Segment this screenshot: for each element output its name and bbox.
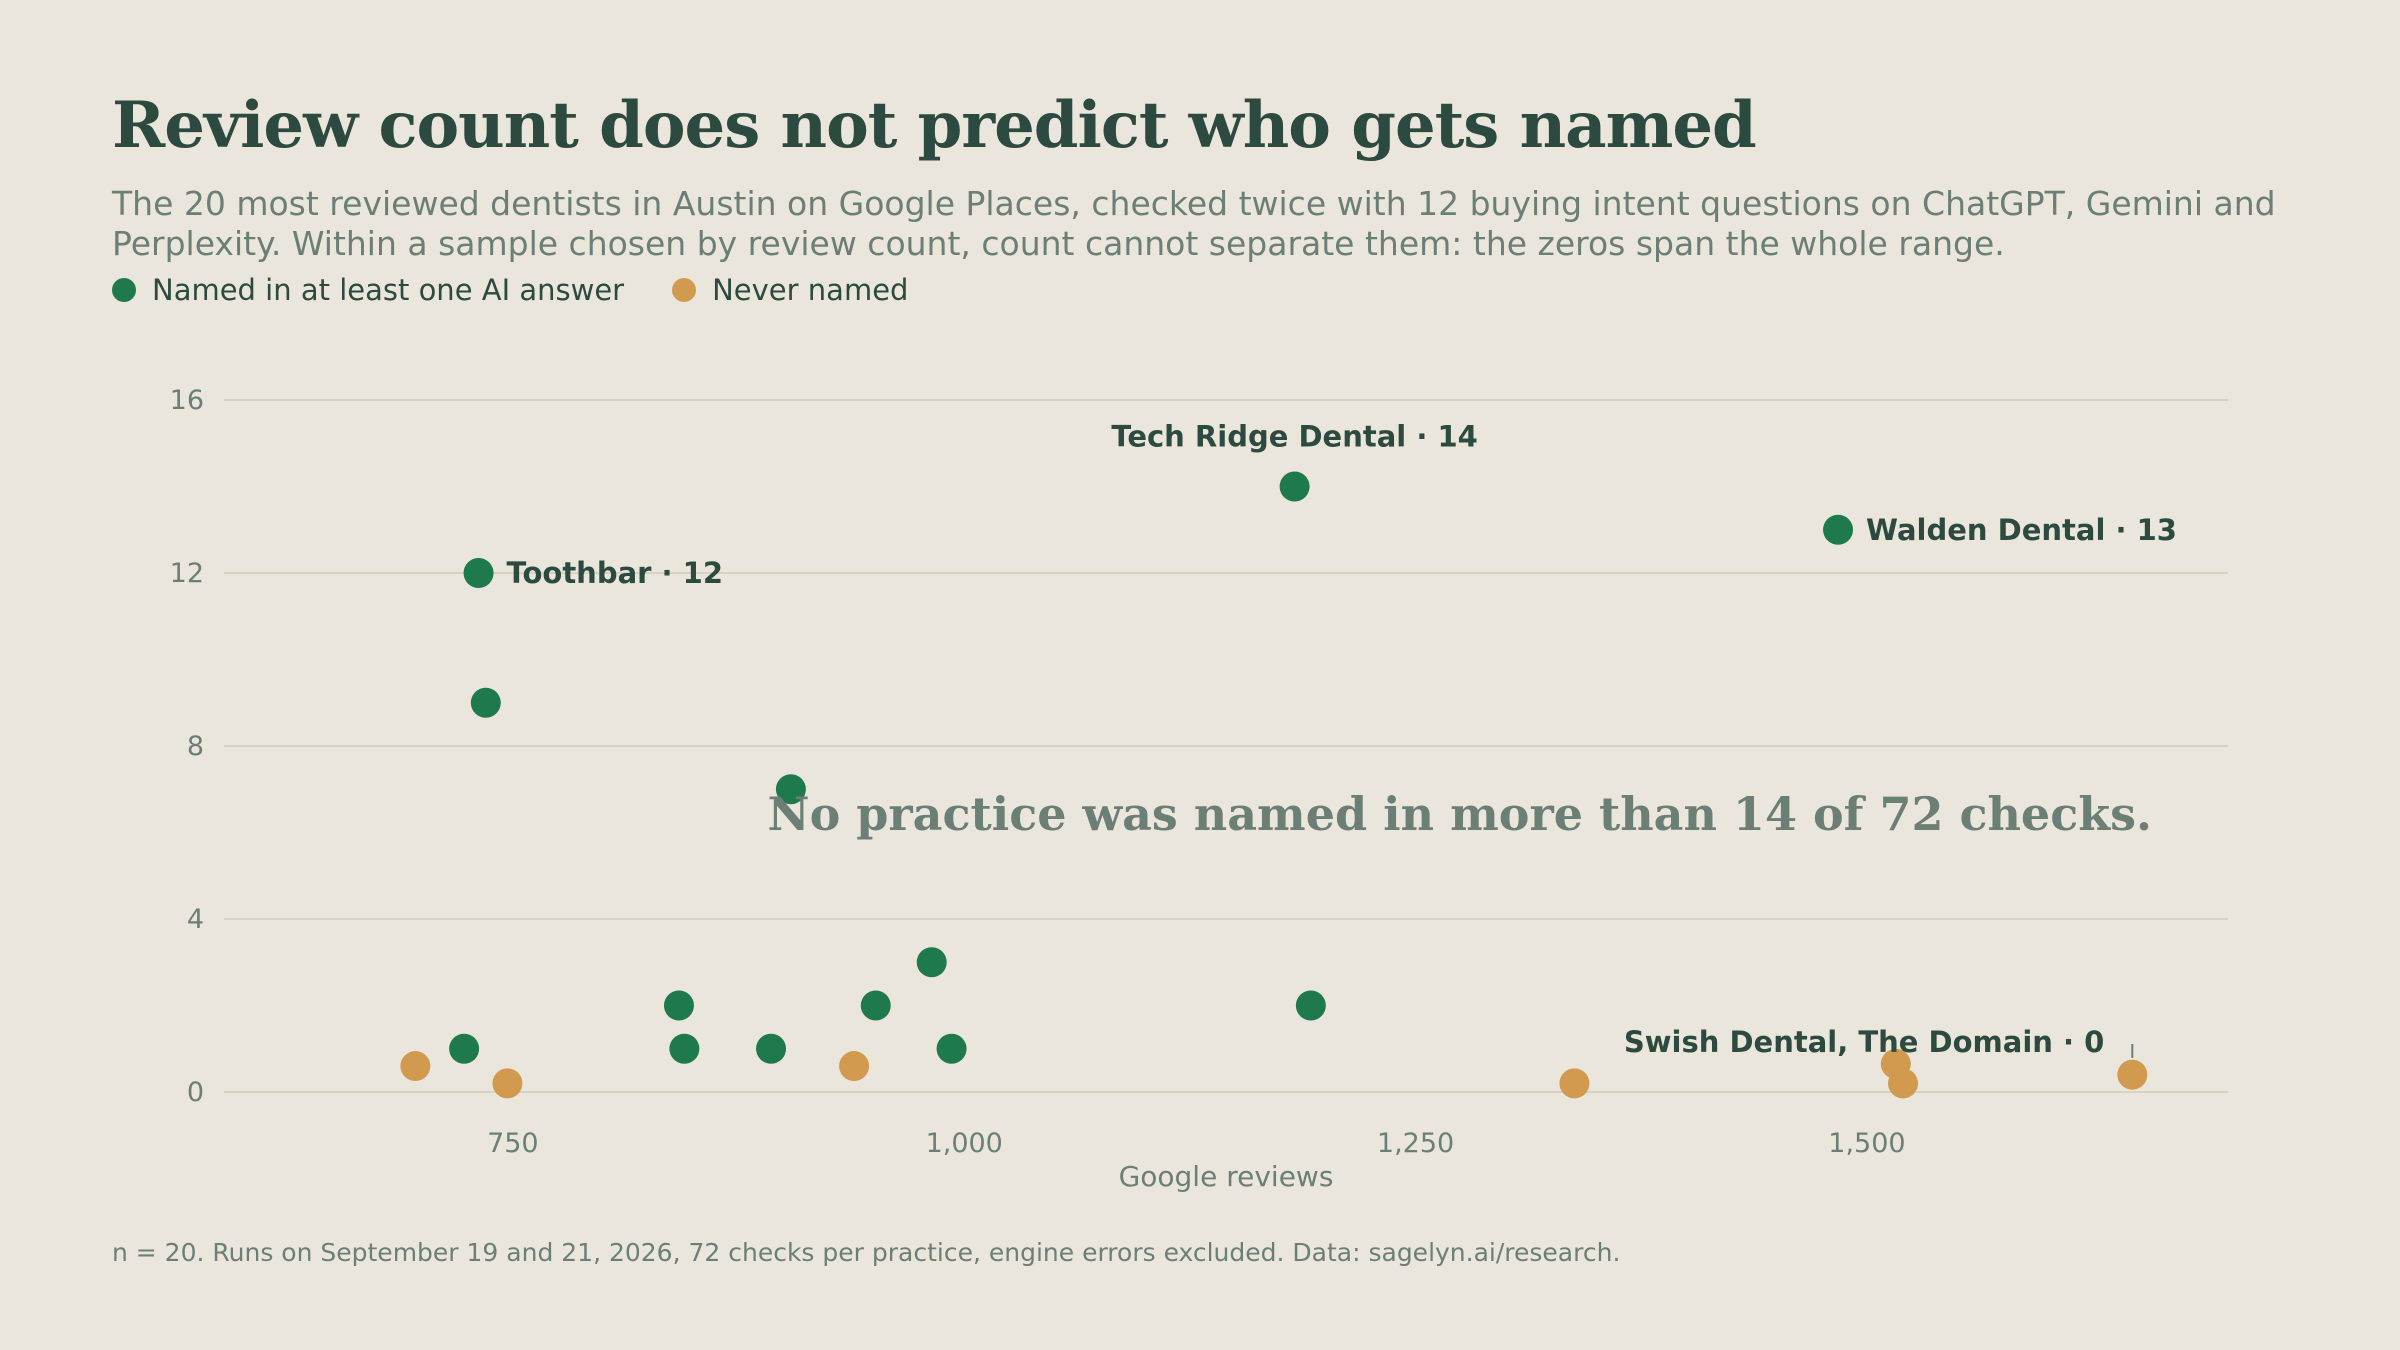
named-point: [463, 558, 494, 588]
y-tick-label: 12: [170, 558, 204, 589]
point-labels: Tech Ridge Dental · 14 Walden Dental · 13…: [507, 420, 2177, 1060]
footnote: n = 20. Runs on September 19 and 21, 202…: [112, 1238, 1621, 1267]
never-named-point: [839, 1051, 870, 1082]
y-tick-label: 4: [187, 904, 204, 935]
never-named-point: [1888, 1068, 1919, 1099]
point-label: Swish Dental, The Domain · 0: [1624, 1025, 2104, 1059]
named-point: [1295, 990, 1326, 1021]
never-named-point: [1559, 1068, 1590, 1099]
named-point: [1823, 514, 1854, 545]
x-axis-label: Google reviews: [1119, 1160, 1334, 1193]
never-named-point: [492, 1068, 523, 1099]
named-point: [756, 1033, 787, 1064]
data-points: [400, 471, 2148, 1099]
named-point: [936, 1033, 967, 1064]
legend-label-named: Named in at least one AI answer: [152, 273, 625, 307]
legend-label-never: Never named: [712, 273, 909, 307]
named-point: [860, 990, 891, 1021]
legend: Named in at least one AI answer Never na…: [112, 270, 908, 310]
legend-swatch-named: [112, 278, 136, 302]
y-tick-label: 16: [170, 385, 204, 416]
axes: 0 4 8 12 16 750 1,000 1,250 1,500 Google reviews: [170, 385, 1906, 1193]
chart-annotation: No practice was named in more than 14 of…: [768, 787, 2152, 841]
legend-item-named: Named in at least one AI answer: [112, 273, 624, 307]
point-label: Tech Ridge Dental · 14: [1111, 420, 1477, 454]
x-tick-label: 1,000: [926, 1128, 1003, 1159]
point-label: Walden Dental · 13: [1866, 513, 2177, 547]
legend-item-never: Never named: [672, 273, 908, 307]
chart-subtitle: The 20 most reviewed dentists in Austin …: [112, 184, 2276, 263]
named-point: [449, 1033, 480, 1064]
never-named-point: [2117, 1059, 2148, 1090]
never-named-point: [400, 1051, 431, 1082]
x-tick-label: 1,500: [1828, 1128, 1905, 1159]
x-tick-label: 1,250: [1377, 1128, 1454, 1159]
x-tick-label: 750: [487, 1128, 539, 1159]
named-point: [775, 774, 806, 805]
chart-title: Review count does not predict who gets n…: [112, 88, 1757, 163]
named-point: [669, 1033, 700, 1064]
named-point: [470, 687, 501, 718]
named-point: [1279, 471, 1310, 502]
legend-swatch-never: [672, 278, 697, 302]
named-point: [916, 947, 947, 978]
y-tick-label: 0: [187, 1077, 204, 1108]
named-point: [663, 990, 694, 1021]
point-label: Toothbar · 12: [507, 556, 723, 590]
y-tick-label: 8: [187, 731, 204, 762]
grid-lines: [224, 399, 2228, 1093]
